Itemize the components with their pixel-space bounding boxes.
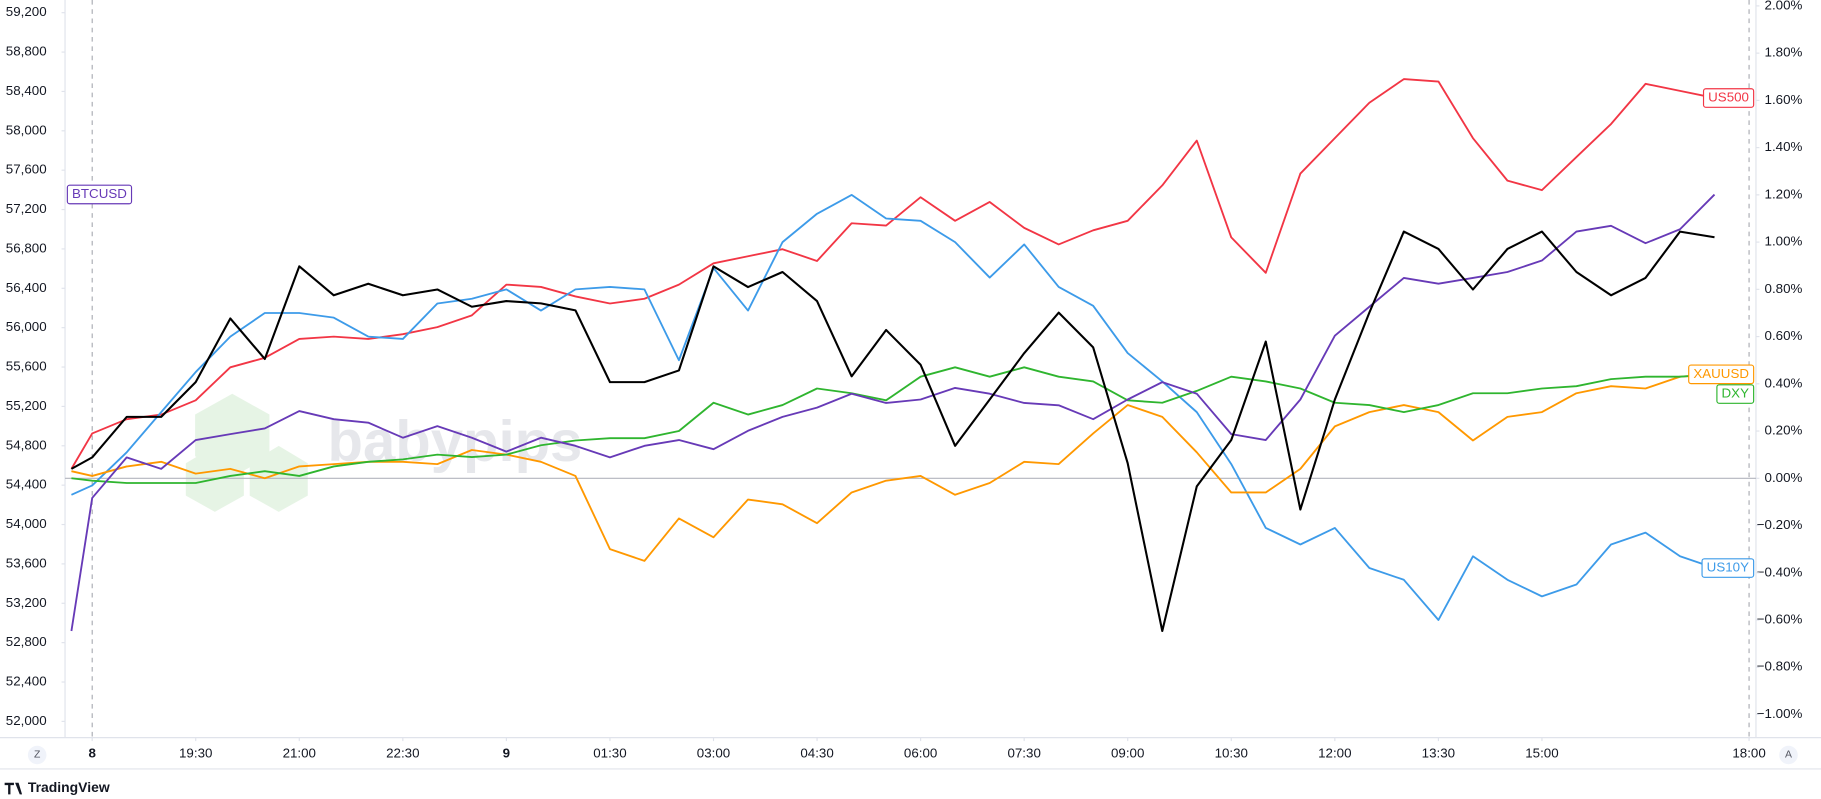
y2-tick-label: −0.80% — [1757, 659, 1803, 674]
y-tick-label: 54,400 — [6, 477, 47, 492]
series-label: DXY — [1716, 384, 1755, 404]
y-tick-label: 54,800 — [6, 437, 47, 452]
x-tick-label: 15:00 — [1525, 745, 1558, 760]
y2-tick-label: 1.40% — [1765, 139, 1803, 154]
y-tick-label: 52,400 — [6, 674, 47, 689]
x-tick-label: 8 — [88, 745, 95, 760]
y-tick-label: 57,200 — [6, 201, 47, 216]
x-tick-label: 13:30 — [1422, 745, 1455, 760]
y-tick-label: 54,000 — [6, 516, 47, 531]
y2-tick-label: 1.00% — [1765, 234, 1803, 249]
y-tick-label: 52,000 — [6, 713, 47, 728]
y-tick-label: 56,400 — [6, 280, 47, 295]
brand: TradingView — [28, 779, 110, 795]
x-tick-label: 06:00 — [904, 745, 937, 760]
y2-tick-label: 0.80% — [1765, 281, 1803, 296]
button-bg[interactable] — [27, 745, 47, 765]
legend-label: US500 — [1708, 90, 1749, 105]
x-tick-label: 07:30 — [1007, 745, 1040, 760]
label-box — [66, 184, 133, 205]
series-line — [71, 193, 1715, 621]
series-label: XAUUSD — [1688, 364, 1755, 385]
y-tick-label: 53,200 — [6, 595, 47, 610]
legend-label: US10Y — [1707, 560, 1749, 575]
series-line — [70, 193, 1716, 632]
x-tick-label: 01:30 — [593, 745, 626, 760]
series-label: BTCUSD — [66, 184, 133, 205]
x-tick-label: 04:30 — [800, 745, 833, 760]
y2-tick-label: 0.00% — [1765, 470, 1803, 485]
y2-tick-label: 0.20% — [1765, 423, 1803, 438]
x-tick-label: 03:00 — [697, 745, 730, 760]
watermark-logo — [185, 393, 308, 512]
y-tick-label: 56,000 — [6, 319, 47, 334]
legend-label: XAUUSD — [1693, 366, 1749, 381]
series-label: US500 — [1702, 88, 1755, 108]
button-bg[interactable] — [1779, 745, 1798, 765]
y2-tick-label: −1.00% — [1757, 706, 1803, 721]
watermark: babypips — [328, 410, 583, 474]
series-line — [70, 230, 1715, 633]
series-line — [71, 366, 1715, 484]
y-tick-label: 52,800 — [6, 634, 47, 649]
y-tick-label: 55,200 — [6, 398, 47, 413]
x-tick-label: 12:00 — [1318, 745, 1351, 760]
x-tick-label: 22:30 — [386, 745, 419, 760]
y2-tick-label: 1.60% — [1765, 92, 1803, 107]
y-tick-label: 59,200 — [6, 4, 47, 19]
y-tick-label: 53,600 — [6, 555, 47, 570]
x-tick-label: 9 — [503, 745, 510, 760]
series-label: US10Y — [1701, 558, 1755, 578]
y2-tick-label: −0.20% — [1757, 517, 1803, 532]
y2-tick-label: −0.40% — [1757, 564, 1803, 579]
y-tick-label: 58,800 — [6, 44, 47, 59]
label-box — [1688, 364, 1755, 385]
brand-logo — [4, 782, 23, 795]
x-tick-label: 19:30 — [179, 745, 212, 760]
legend-label: DXY — [1722, 386, 1750, 401]
y-tick-label: 58,400 — [6, 83, 47, 98]
y2-tick-label: 1.20% — [1765, 186, 1803, 201]
left-button[interactable]: Z — [34, 750, 41, 761]
y2-tick-label: 0.40% — [1765, 375, 1803, 390]
series-line — [70, 78, 1715, 470]
x-tick-label: 10:30 — [1215, 745, 1248, 760]
y-tick-label: 55,600 — [6, 359, 47, 374]
x-tick-label: 21:00 — [283, 745, 316, 760]
label-box — [1701, 558, 1755, 578]
y-tick-label: 57,600 — [6, 162, 47, 177]
x-tick-label: 09:00 — [1111, 745, 1144, 760]
series-line — [71, 373, 1715, 562]
label-box — [1702, 88, 1755, 108]
legend-label: BTCUSD — [72, 186, 127, 201]
y-tick-label: 58,000 — [6, 122, 47, 137]
y-tick-label: 56,800 — [6, 240, 47, 255]
label-box — [1716, 384, 1755, 404]
y2-tick-label: −0.60% — [1757, 612, 1803, 627]
x-tick-label: 18:00 — [1732, 745, 1765, 760]
y2-tick-label: 2.00% — [1765, 0, 1803, 12]
y2-tick-label: 1.80% — [1765, 45, 1803, 60]
y2-tick-label: 0.60% — [1765, 328, 1803, 343]
right-button[interactable]: A — [1785, 750, 1792, 761]
